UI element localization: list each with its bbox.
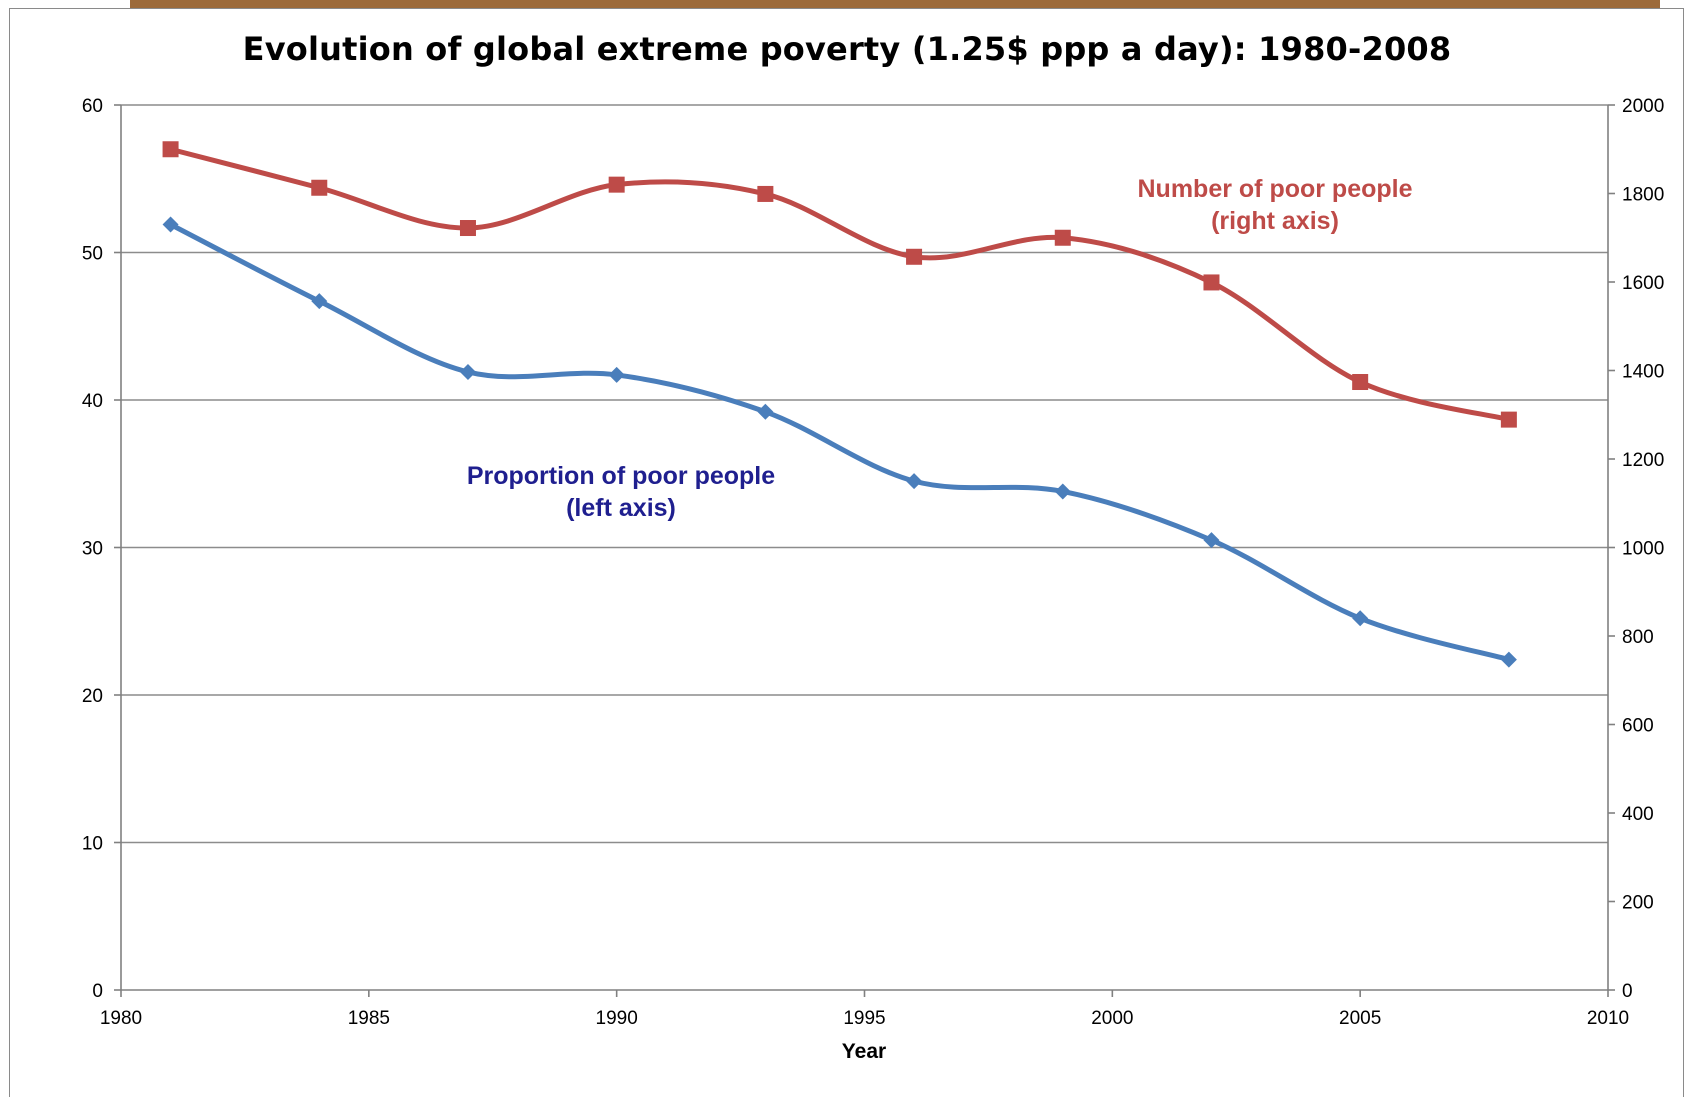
right-tick-label: 1000 — [1622, 539, 1664, 560]
data-point-square — [1054, 229, 1071, 246]
right-tick-label: 800 — [1622, 627, 1654, 648]
gridlines — [121, 104, 1608, 844]
chart-frame — [9, 8, 1684, 1097]
data-point-square — [162, 141, 179, 158]
series-layer — [162, 141, 1517, 668]
data-point-diamond — [906, 473, 923, 490]
top-decorative-band — [130, 0, 1660, 9]
series-proportion-of-poor — [162, 216, 1517, 668]
data-point-diamond — [311, 293, 328, 310]
x-tick-label: 1980 — [100, 1008, 142, 1029]
right-tick-label: 200 — [1622, 893, 1654, 914]
data-point-diamond — [162, 216, 179, 233]
data-point-square — [1352, 374, 1369, 391]
data-point-diamond — [459, 363, 476, 380]
right-tick-label: 1400 — [1622, 362, 1664, 383]
data-point-square — [608, 176, 625, 193]
data-point-square — [757, 185, 774, 202]
annotation-number-line2: (right axis) — [1211, 207, 1339, 235]
data-point-diamond — [608, 366, 625, 383]
annotation-number-line1: Number of poor people — [1138, 175, 1413, 203]
tick-labels: 0102030405060020040060080010001200140016… — [82, 96, 1664, 1029]
data-point-diamond — [1203, 532, 1220, 549]
x-tick-label: 2005 — [1339, 1008, 1381, 1029]
left-tick-label: 0 — [92, 981, 103, 1002]
data-point-square — [1203, 274, 1220, 291]
left-tick-label: 60 — [82, 96, 103, 117]
right-tick-label: 1800 — [1622, 185, 1664, 206]
left-tick-label: 40 — [82, 391, 103, 412]
data-point-diamond — [757, 403, 774, 420]
chart-title: Evolution of global extreme poverty (1.2… — [242, 30, 1452, 68]
axes — [114, 104, 1615, 997]
right-tick-label: 1600 — [1622, 273, 1664, 294]
data-point-square — [459, 220, 476, 237]
data-point-square — [906, 248, 923, 265]
data-point-diamond — [1054, 483, 1071, 500]
x-tick-label: 1985 — [348, 1008, 390, 1029]
x-tick-label: 2000 — [1091, 1008, 1133, 1029]
data-point-square — [1500, 411, 1517, 428]
annotation-proportion-line1: Proportion of poor people — [467, 462, 775, 490]
x-tick-label: 1995 — [843, 1008, 885, 1029]
x-tick-label: 1990 — [596, 1008, 638, 1029]
right-tick-label: 1200 — [1622, 450, 1664, 471]
x-tick-label: 2010 — [1587, 1008, 1629, 1029]
annotation-proportion-line2: (left axis) — [566, 494, 676, 522]
data-point-diamond — [1500, 651, 1517, 668]
left-tick-label: 30 — [82, 539, 103, 560]
data-point-diamond — [1352, 610, 1369, 627]
series-line — [168, 146, 1512, 423]
right-tick-label: 0 — [1622, 981, 1633, 1002]
left-tick-label: 10 — [82, 834, 103, 855]
left-tick-label: 20 — [82, 686, 103, 707]
data-point-square — [311, 179, 328, 196]
right-tick-label: 600 — [1622, 716, 1654, 737]
right-tick-label: 400 — [1622, 804, 1654, 825]
x-axis-label: Year — [842, 1040, 886, 1063]
series-number-of-poor — [162, 141, 1517, 428]
right-tick-label: 2000 — [1622, 96, 1664, 117]
left-tick-label: 50 — [82, 244, 103, 265]
series-line — [168, 221, 1512, 663]
